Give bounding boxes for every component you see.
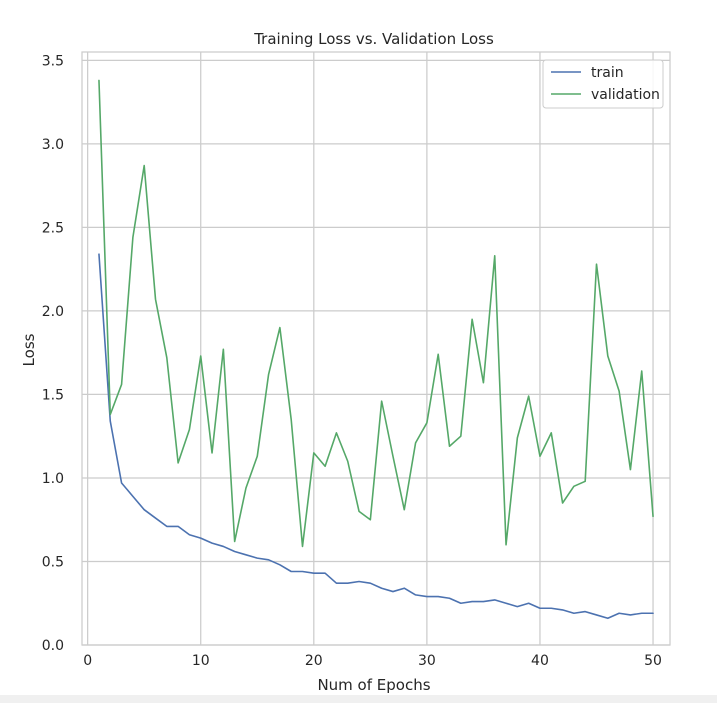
series-line-train <box>98 253 654 620</box>
x-tick-label: 20 <box>305 653 323 669</box>
x-tick-label: 50 <box>644 653 662 669</box>
legend: train validation <box>542 59 664 109</box>
y-tick-label: 2.0 <box>42 304 64 320</box>
y-tick-label: 0.0 <box>42 638 64 654</box>
plot-background <box>82 52 670 645</box>
y-tick-label: 2.5 <box>42 220 64 236</box>
x-tick-label: 0 <box>83 653 92 669</box>
y-axis-label: Loss <box>20 333 38 366</box>
x-axis-label: Num of Epochs <box>317 676 430 694</box>
series-line-validation <box>98 79 654 548</box>
y-tick-label: 1.0 <box>42 471 64 487</box>
x-tick-label: 30 <box>418 653 436 669</box>
y-tick-label: 1.5 <box>42 387 64 403</box>
y-tick-label: 3.0 <box>42 137 64 153</box>
legend-label-validation: validation <box>591 87 660 103</box>
plot-frame <box>81 51 671 646</box>
chart-title: Training Loss vs. Validation Loss <box>253 30 494 48</box>
y-tick-label: 3.5 <box>42 53 64 69</box>
y-tick-label: 0.5 <box>42 554 64 570</box>
tick-labels: 0 10 20 30 40 50 0.0 0.5 1.0 1.5 2.0 2.5 3.0 3.5 <box>42 53 662 669</box>
x-tick-label: 10 <box>192 653 210 669</box>
legend-label-train: train <box>591 65 624 81</box>
x-tick-label: 40 <box>531 653 549 669</box>
series-lines <box>98 79 654 620</box>
window-bottom-strip <box>0 695 717 703</box>
